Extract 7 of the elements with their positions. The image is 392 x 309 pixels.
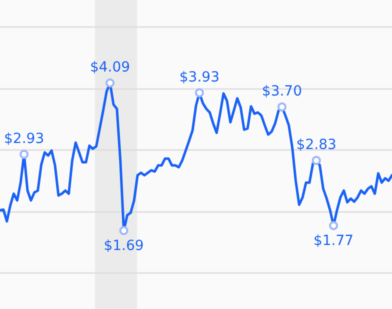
data-label: $3.93 (179, 69, 220, 86)
data-label: $4.09 (90, 59, 130, 76)
data-label: $3.70 (262, 83, 302, 100)
data-label: $2.93 (4, 130, 44, 147)
data-label: $2.83 (296, 136, 336, 153)
data-label: $1.77 (313, 233, 354, 250)
data-label: $1.69 (104, 238, 144, 254)
